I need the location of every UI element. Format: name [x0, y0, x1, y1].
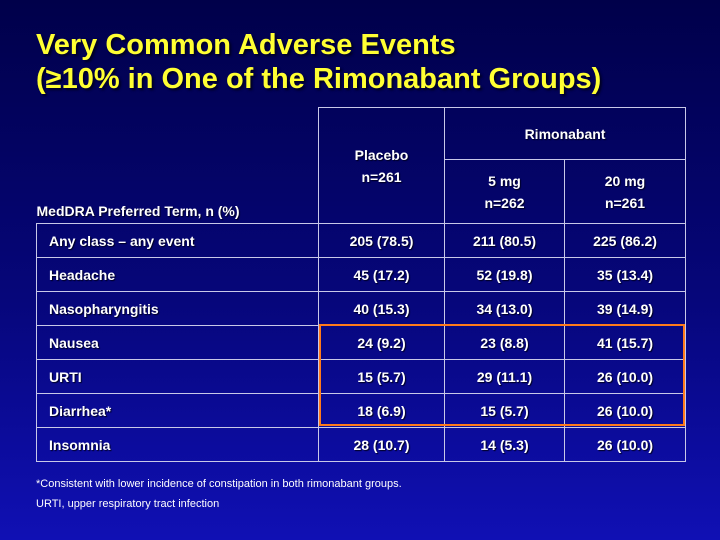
rimonabant-5mg-cell: 14 (5.3)	[444, 427, 565, 462]
term-cell: URTI	[36, 359, 319, 394]
placebo-label: Placebo	[354, 146, 409, 163]
rimonabant-20mg-cell: 26 (10.0)	[563, 359, 687, 394]
title-line-2: (≥10% in One of the Rimonabant Groups)	[36, 63, 602, 95]
placebo-header: Placebo n=261	[318, 107, 445, 224]
placebo-cell: 15 (5.7)	[318, 359, 445, 394]
rimonabant-5mg-cell: 29 (11.1)	[444, 359, 565, 394]
rimonabant-20mg-cell: 35 (13.4)	[563, 257, 687, 292]
table-row: URTI 15 (5.7) 29 (11.1) 26 (10.0)	[36, 359, 687, 394]
footnote-urti: URTI, upper respiratory tract infection	[36, 498, 220, 510]
rimonabant-header: Rimonabant	[443, 107, 687, 160]
term-cell: Headache	[36, 257, 319, 292]
footnote-diarrhea: *Consistent with lower incidence of cons…	[36, 478, 402, 490]
rimonabant-20mg-cell: 26 (10.0)	[563, 393, 687, 428]
table-row: Insomnia 28 (10.7) 14 (5.3) 26 (10.0)	[36, 427, 687, 462]
adverse-events-table: MedDRA Preferred Term, n (%) Placebo n=2…	[36, 107, 687, 462]
rimonabant-20mg-cell: 39 (14.9)	[563, 291, 687, 326]
rimonabant-5mg-cell: 15 (5.7)	[444, 393, 565, 428]
table-row: Any class – any event 205 (78.5) 211 (80.5…	[36, 223, 687, 258]
dose-5mg-label: 5 mg	[488, 172, 521, 189]
placebo-cell: 40 (15.3)	[318, 291, 445, 326]
placebo-cell: 45 (17.2)	[318, 257, 445, 292]
term-cell: Nasopharyngitis	[36, 291, 319, 326]
term-cell: Insomnia	[36, 427, 319, 462]
rimonabant-20mg-cell: 26 (10.0)	[563, 427, 687, 462]
dose-20mg-header: 20 mg n=261	[563, 159, 687, 224]
placebo-cell: 28 (10.7)	[318, 427, 445, 462]
rimonabant-5mg-cell: 34 (13.0)	[444, 291, 565, 326]
dose-5mg-header: 5 mg n=262	[444, 159, 565, 224]
dose-20mg-n: n=261	[604, 194, 646, 211]
placebo-n: n=261	[361, 168, 402, 185]
footnotes: *Consistent with lower incidence of cons…	[36, 478, 402, 518]
table-row: Diarrhea* 18 (6.9) 15 (5.7) 26 (10.0)	[36, 393, 687, 428]
rimonabant-5mg-cell: 211 (80.5)	[444, 223, 565, 258]
title-line-1: Very Common Adverse Events	[36, 29, 456, 61]
row-header-cell: MedDRA Preferred Term, n (%)	[36, 107, 319, 224]
placebo-cell: 24 (9.2)	[318, 325, 445, 360]
rimonabant-label: Rimonabant	[524, 125, 606, 142]
term-cell: Any class – any event	[36, 223, 319, 258]
slide-title: Very Common Adverse Events (≥10% in One …	[36, 28, 601, 96]
highlight-box	[319, 324, 685, 426]
rimonabant-20mg-cell: 225 (86.2)	[563, 223, 687, 258]
dose-20mg-label: 20 mg	[604, 172, 646, 189]
rimonabant-20mg-cell: 41 (15.7)	[563, 325, 687, 360]
rimonabant-5mg-cell: 52 (19.8)	[444, 257, 565, 292]
placebo-cell: 205 (78.5)	[318, 223, 445, 258]
dose-5mg-n: n=262	[484, 194, 525, 211]
row-header-label: MedDRA Preferred Term, n (%)	[36, 203, 240, 219]
term-cell: Diarrhea*	[36, 393, 319, 428]
term-cell: Nausea	[36, 325, 319, 360]
table-body: Any class – any event 205 (78.5) 211 (80.5…	[36, 223, 687, 462]
table-row: Headache 45 (17.2) 52 (19.8) 35 (13.4)	[36, 257, 687, 292]
table-row: Nasopharyngitis 40 (15.3) 34 (13.0) 39 (14.…	[36, 291, 687, 326]
